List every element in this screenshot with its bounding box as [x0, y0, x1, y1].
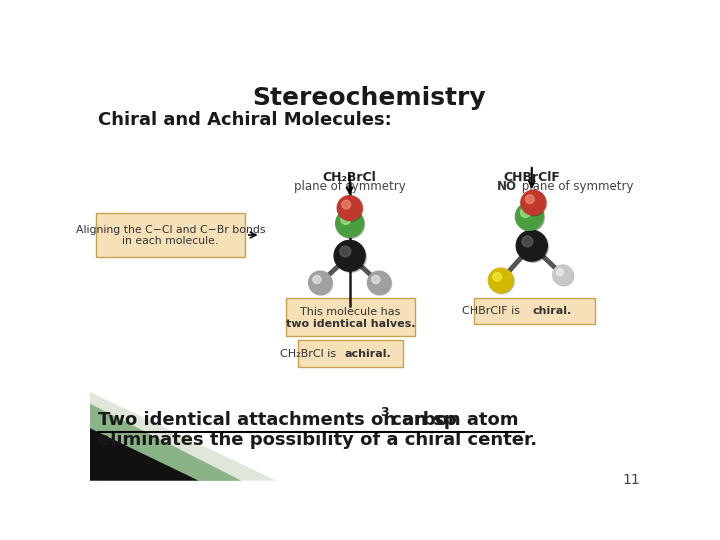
Circle shape: [337, 195, 362, 220]
Circle shape: [342, 200, 351, 209]
Circle shape: [518, 232, 549, 262]
Text: plane of symmetry: plane of symmetry: [518, 180, 634, 193]
FancyBboxPatch shape: [297, 340, 403, 367]
Polygon shape: [90, 428, 199, 481]
Text: chiral.: chiral.: [532, 306, 572, 316]
Circle shape: [516, 231, 547, 261]
Circle shape: [338, 197, 363, 221]
Text: two identical halves.: two identical halves.: [286, 319, 415, 329]
Text: in each molecule.: in each molecule.: [122, 236, 219, 246]
Circle shape: [310, 272, 333, 295]
Text: achiral.: achiral.: [344, 348, 391, 359]
Circle shape: [522, 191, 546, 216]
Circle shape: [340, 246, 351, 257]
Circle shape: [557, 269, 564, 276]
Circle shape: [337, 211, 365, 238]
Text: CHBrClF is: CHBrClF is: [462, 306, 523, 316]
Text: carbon atom: carbon atom: [385, 410, 519, 429]
Text: plane of symmetry: plane of symmetry: [294, 180, 405, 193]
Circle shape: [490, 269, 514, 294]
Text: CHBrClF: CHBrClF: [503, 171, 560, 184]
Circle shape: [341, 215, 351, 225]
Circle shape: [369, 272, 392, 295]
Polygon shape: [90, 403, 241, 481]
Text: This molecule has: This molecule has: [300, 307, 400, 316]
Circle shape: [372, 275, 380, 284]
FancyBboxPatch shape: [474, 298, 595, 325]
Circle shape: [554, 266, 574, 286]
Circle shape: [488, 268, 513, 293]
Text: CH₂BrCl is: CH₂BrCl is: [280, 348, 340, 359]
Text: Chiral and Achiral Molecules:: Chiral and Achiral Molecules:: [98, 111, 392, 129]
Circle shape: [516, 204, 544, 232]
Text: 11: 11: [623, 473, 640, 487]
FancyBboxPatch shape: [96, 213, 245, 256]
Polygon shape: [90, 392, 276, 481]
Text: CH₂BrCl: CH₂BrCl: [323, 171, 377, 184]
Text: NO: NO: [497, 180, 517, 193]
Circle shape: [336, 210, 364, 237]
Circle shape: [367, 271, 391, 294]
Circle shape: [493, 273, 502, 281]
Circle shape: [516, 202, 544, 231]
Circle shape: [309, 271, 332, 294]
FancyBboxPatch shape: [286, 298, 415, 336]
Text: 3: 3: [380, 406, 389, 419]
Circle shape: [521, 190, 546, 215]
Text: Aligning the C−Cl and C−Br bonds: Aligning the C−Cl and C−Br bonds: [76, 225, 266, 235]
Text: Two identical attachments on an sp: Two identical attachments on an sp: [98, 410, 456, 429]
Text: eliminates the possibility of a chiral center.: eliminates the possibility of a chiral c…: [98, 430, 537, 449]
Circle shape: [553, 265, 573, 285]
Circle shape: [526, 195, 534, 204]
Text: Stereochemistry: Stereochemistry: [252, 86, 486, 110]
Circle shape: [522, 236, 533, 247]
Circle shape: [521, 208, 531, 218]
Circle shape: [313, 275, 321, 284]
Circle shape: [334, 240, 365, 271]
Circle shape: [336, 241, 366, 272]
